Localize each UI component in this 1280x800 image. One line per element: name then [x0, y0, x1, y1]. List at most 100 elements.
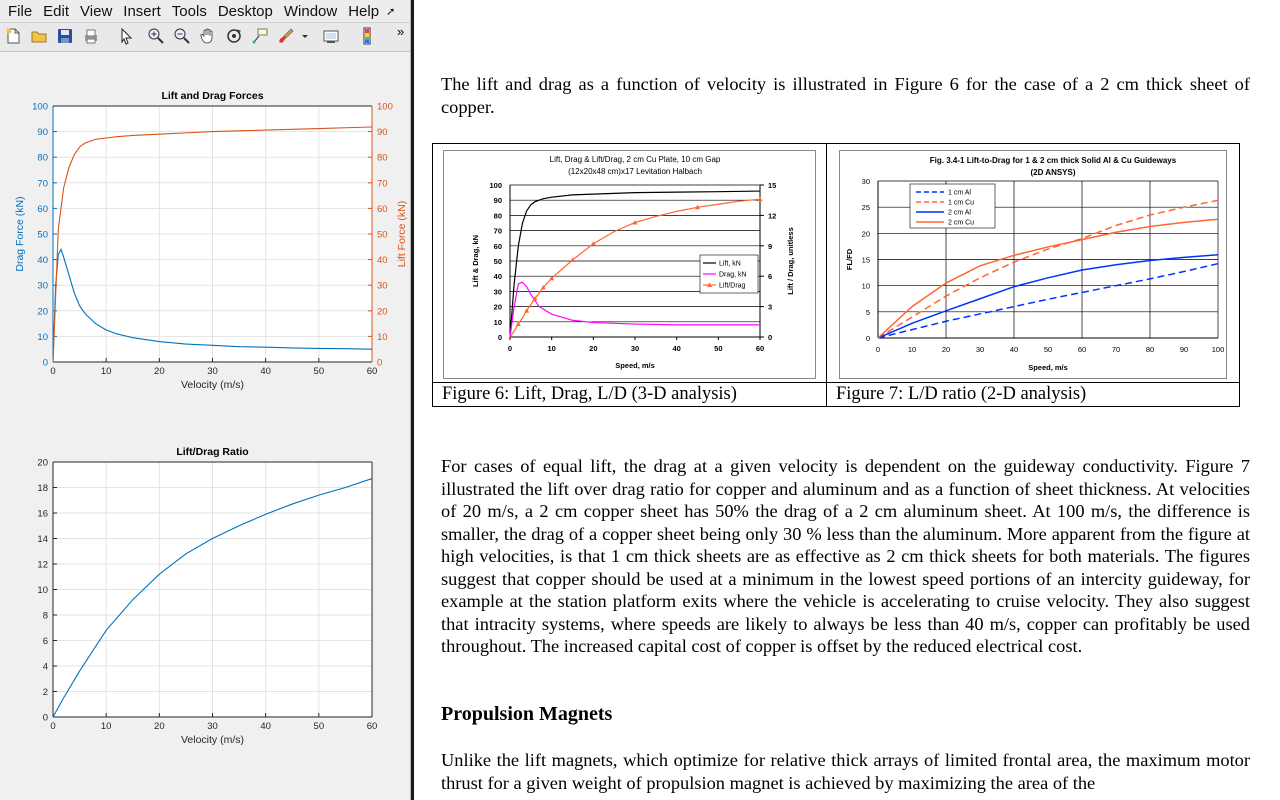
- section-heading: Propulsion Magnets: [441, 703, 613, 725]
- menu-window[interactable]: Window: [283, 2, 338, 20]
- matlab-lift-drag-y2tick-label: 30: [377, 281, 388, 292]
- matlab-lift-drag-y2tick-label: 80: [377, 153, 388, 164]
- figure-6-lift-drag-marker: [632, 219, 638, 225]
- rotate-3d-icon[interactable]: [225, 27, 243, 45]
- link-plot-icon[interactable]: [322, 27, 340, 45]
- matlab-lift-drag-ratio-ytick-label: 16: [37, 509, 48, 520]
- body-paragraph: For cases of equal lift, the drag at a g…: [441, 456, 1250, 656]
- matlab-lift-drag-ratio-xtick-label: 10: [101, 721, 112, 732]
- figure-6-ytick-label: 0: [498, 333, 502, 342]
- figure-7-frame: [839, 150, 1227, 379]
- matlab-lift-drag-ratio-title: Lift/Drag Ratio: [176, 446, 248, 458]
- matlab-lift-drag-xtick-label: 40: [260, 366, 271, 377]
- matlab-lift-drag-ylabel: Drag Force (kN): [14, 196, 26, 271]
- figure-6-ytick-label: 40: [494, 272, 502, 281]
- figure-7-box: Fig. 3.4-1 Lift-to-Drag for 1 & 2 cm thi…: [826, 143, 1240, 407]
- figure-7-xtick-label: 50: [1044, 345, 1052, 354]
- brush-dropdown-icon[interactable]: [300, 27, 310, 45]
- save-icon[interactable]: [56, 27, 74, 45]
- matlab-lift-drag-ytick-label: 40: [37, 255, 48, 266]
- zoom-out-icon[interactable]: [173, 27, 191, 45]
- figure-7-legend-label: 1 cm Al: [948, 190, 971, 197]
- print-icon[interactable]: [82, 27, 100, 45]
- brush-icon[interactable]: [277, 27, 295, 45]
- menu-view[interactable]: View: [80, 2, 113, 20]
- data-cursor-icon[interactable]: [251, 27, 269, 45]
- figure-6-legend-label: Lift, kN: [719, 261, 741, 268]
- matlab-lift-drag-xtick-label: 50: [314, 366, 325, 377]
- matlab-lift-drag-ratio-ytick-label: 0: [43, 713, 48, 724]
- matlab-lift-drag-ratio-ytick-label: 20: [37, 458, 48, 469]
- menu-help[interactable]: Help: [348, 2, 380, 20]
- figure-6-box: Lift, Drag & Lift/Drag, 2 cm Cu Plate, 1…: [432, 143, 829, 407]
- matlab-lift-drag-ytick-label: 10: [37, 332, 48, 343]
- figure-6-ytick-label: 30: [494, 287, 502, 296]
- figure-6-lift-drag-marker: [532, 295, 538, 301]
- matlab-lift-drag-y2tick-label: 100: [377, 102, 393, 113]
- matlab-lift-drag-ytick-label: 60: [37, 204, 48, 215]
- matlab-lift-drag-ratio-xtick-label: 50: [314, 721, 325, 732]
- figure-7-xtick-label: 70: [1112, 345, 1120, 354]
- figure-6-xtick-label: 50: [714, 344, 722, 353]
- figure-6-plot: Lift, Drag & Lift/Drag, 2 cm Cu Plate, 1…: [471, 155, 795, 370]
- figure-7-xlabel: Speed, m/s: [1028, 363, 1068, 372]
- matlab-lift-drag-ratio-xtick-label: 0: [50, 721, 55, 732]
- figure-6-ytick-label: 100: [489, 181, 502, 190]
- matlab-lift-drag-ytick-label: 70: [37, 178, 48, 189]
- open-file-icon[interactable]: [30, 27, 48, 45]
- figure-6-lift-drag-marker: [590, 241, 596, 246]
- figure-7-ytick-label: 15: [862, 256, 870, 265]
- figure-6-xtick-label: 10: [547, 344, 555, 353]
- menu-tools[interactable]: Tools: [171, 2, 207, 20]
- menu-file[interactable]: File: [8, 2, 33, 20]
- matlab-lift-drag-xlabel: Velocity (m/s): [181, 379, 244, 391]
- figure-7-series-2-line: [877, 254, 1219, 339]
- figure-6-series-1-line: [509, 281, 760, 338]
- figure-7-legend-label: 1 cm Cu: [948, 200, 974, 207]
- figure-6-ytick-label: 60: [494, 242, 502, 251]
- figure-toolbar: »: [0, 23, 410, 52]
- figure-6-xtick-label: 0: [508, 344, 512, 353]
- matlab-lift-drag-series-1-line: [52, 126, 373, 363]
- figure-6-lift-drag-marker: [549, 275, 555, 281]
- matlab-plots: 0 10 20 30 40 50 60010203040506070809010001020…: [14, 90, 408, 746]
- matlab-lift-drag-ratio-xtick-label: 40: [260, 721, 271, 732]
- figure-6-lift-drag-marker: [695, 204, 700, 210]
- matlab-lift-drag-y2tick-label: 40: [377, 255, 388, 266]
- figure-7-legend-label: 2 cm Cu: [948, 220, 974, 227]
- figure-7-xtick-label: 20: [942, 345, 950, 354]
- figure-6-xtick-label: 60: [756, 344, 764, 353]
- figure-7-subtitle: (2D ANSYS): [1030, 168, 1075, 177]
- new-figure-icon[interactable]: [4, 27, 22, 45]
- matlab-lift-drag-y2tick-label: 10: [377, 332, 388, 343]
- figure-6-lift-drag-marker: [757, 196, 763, 202]
- intro-paragraph: The lift and drag as a function of veloc…: [441, 74, 1250, 117]
- figure-6-lift-drag-marker: [524, 308, 530, 313]
- figure-6-legend-label: Lift/Drag: [719, 283, 746, 290]
- figure-6-ytick-label: 70: [494, 227, 502, 236]
- pointer-icon[interactable]: [117, 27, 135, 45]
- figure-6-title: Lift, Drag & Lift/Drag, 2 cm Cu Plate, 1…: [550, 155, 721, 164]
- figure-7-ytick-label: 5: [866, 308, 870, 317]
- menu-bar: File Edit View Insert Tools Desktop Wind…: [0, 0, 410, 23]
- window-divider[interactable]: [411, 0, 414, 800]
- menu-edit[interactable]: Edit: [43, 2, 70, 20]
- matlab-lift-drag-y2tick-label: 60: [377, 204, 388, 215]
- figure-6-y2tick-label: 12: [768, 211, 776, 220]
- menu-desktop[interactable]: Desktop: [217, 2, 273, 20]
- figure-6-ytick-label: 50: [494, 257, 502, 266]
- menu-overflow-icon[interactable]: ➚: [386, 5, 396, 18]
- colorbar-icon[interactable]: [358, 27, 376, 45]
- matlab-lift-drag-ratio-series-0-line: [52, 478, 373, 718]
- pan-hand-icon[interactable]: [199, 27, 217, 45]
- matlab-lift-drag-ytick-label: 20: [37, 306, 48, 317]
- figure-7-xtick-label: 80: [1146, 345, 1154, 354]
- menu-insert[interactable]: Insert: [123, 2, 161, 20]
- figure-6-ytick-label: 20: [494, 303, 502, 312]
- figure-6-y2tick-label: 3: [768, 303, 772, 312]
- toolbar-overflow[interactable]: »: [397, 24, 405, 39]
- matlab-lift-drag-y2tick-label: 70: [377, 178, 388, 189]
- figure-6-frame: [443, 150, 816, 379]
- zoom-in-icon[interactable]: [147, 27, 165, 45]
- matlab-lift-drag-ratio-ytick-label: 6: [43, 636, 48, 647]
